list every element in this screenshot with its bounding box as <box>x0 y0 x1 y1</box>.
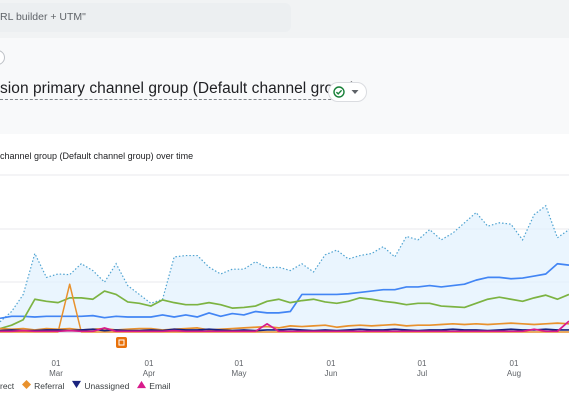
x-tick-day: 01 <box>327 359 336 368</box>
legend-label: Referral <box>34 381 64 391</box>
legend-item[interactable]: Referral <box>22 380 64 391</box>
legend-item[interactable]: rect <box>0 380 14 391</box>
triangle-down-icon <box>72 380 84 391</box>
diamond-icon <box>22 380 34 391</box>
legend-label: Email <box>149 381 170 391</box>
legend-label: Unassigned <box>84 381 129 391</box>
x-tick-month: Jul <box>417 369 427 378</box>
chart-legend: rect Referral Unassigned Email <box>0 380 179 391</box>
legend-item[interactable]: Email <box>137 380 170 391</box>
x-tick-day: 01 <box>510 359 519 368</box>
legend-item[interactable]: Unassigned <box>72 380 129 391</box>
x-tick-month: May <box>231 369 246 378</box>
x-tick-month: Aug <box>507 369 521 378</box>
x-tick-month: Jun <box>325 369 338 378</box>
x-tick-month: Mar <box>49 369 63 378</box>
x-tick-day: 01 <box>145 359 154 368</box>
x-tick-month: Apr <box>143 369 156 378</box>
annotation-icon <box>116 337 127 348</box>
x-tick-day: 01 <box>418 359 427 368</box>
triangle-up-icon <box>137 380 149 391</box>
x-tick-day: 01 <box>52 359 61 368</box>
x-tick-day: 01 <box>235 359 244 368</box>
legend-label: rect <box>0 381 14 391</box>
